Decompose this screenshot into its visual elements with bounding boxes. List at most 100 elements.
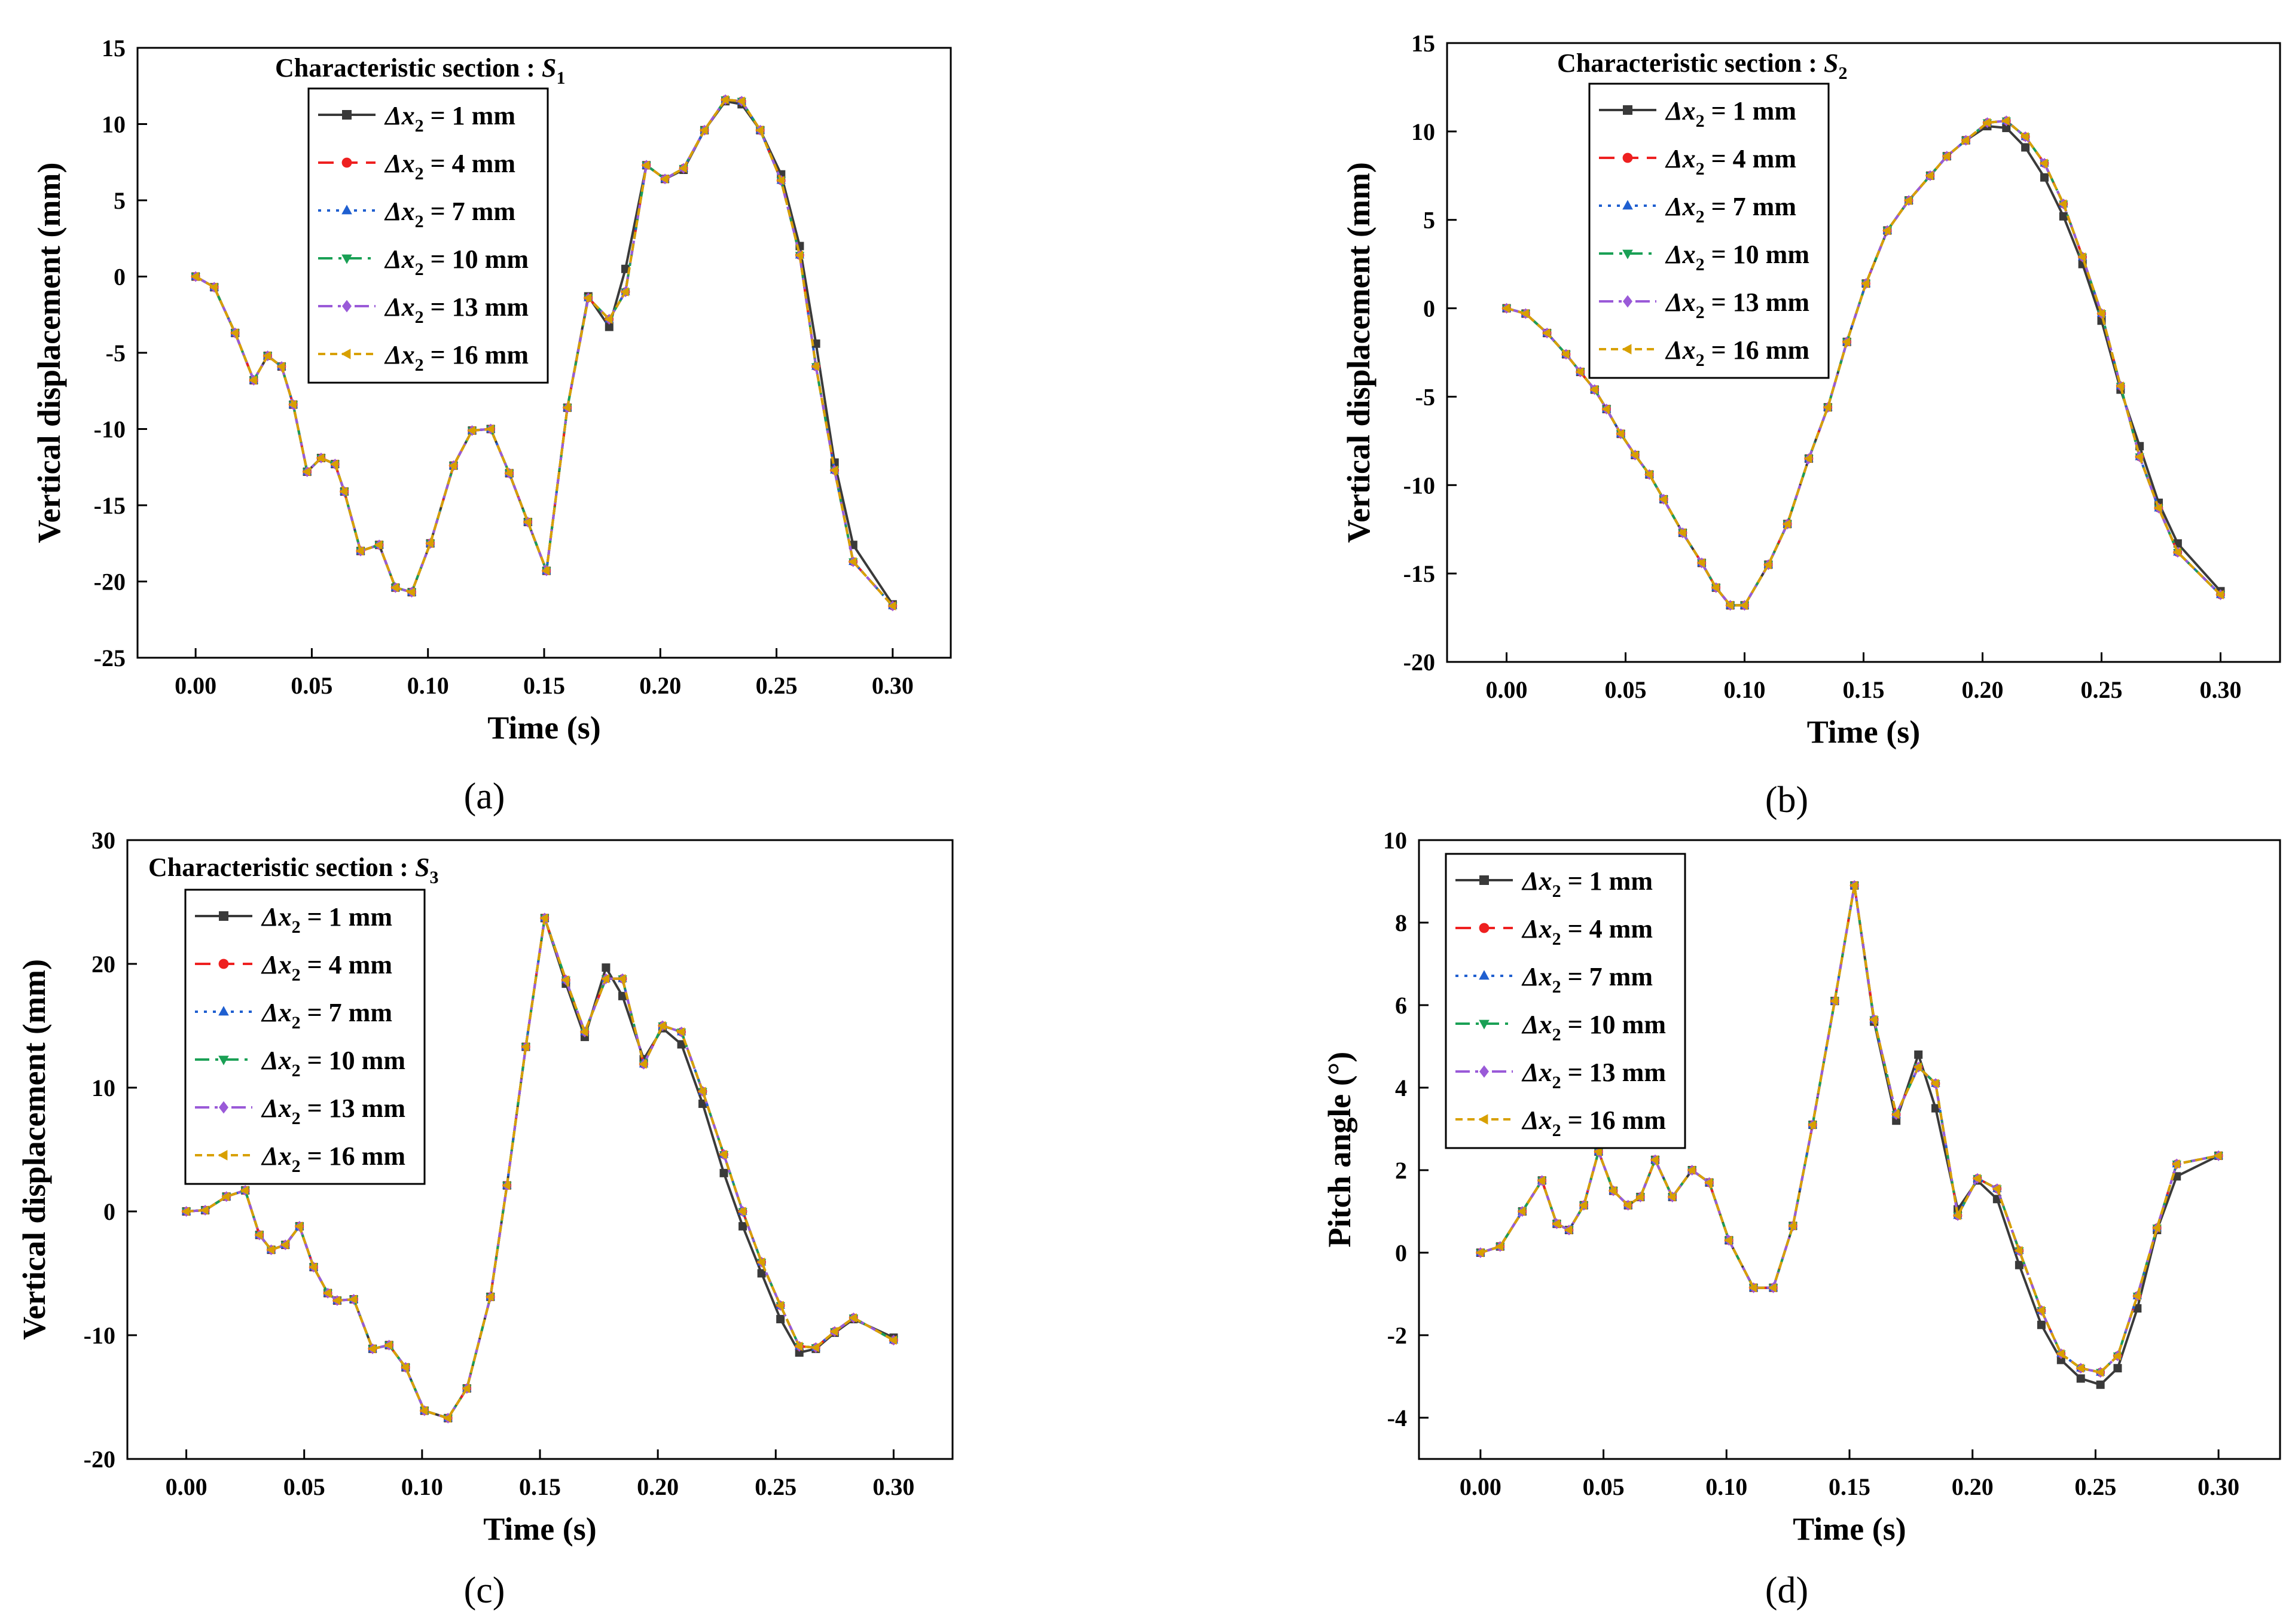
legend-label-2-symbol: Δx bbox=[1665, 144, 1696, 173]
data-point bbox=[1787, 1221, 1796, 1231]
x-axis-title: Time (s) bbox=[483, 1511, 596, 1547]
data-point bbox=[419, 1406, 428, 1415]
legend-label-4-subscript: 2 bbox=[415, 260, 424, 279]
data-point bbox=[230, 328, 239, 338]
data-point bbox=[2020, 132, 2029, 142]
series-group bbox=[1475, 880, 2223, 1389]
x-tick-label: 0.20 bbox=[1962, 676, 2004, 703]
data-point bbox=[1575, 367, 1584, 377]
data-point bbox=[1768, 1283, 1777, 1293]
data-point bbox=[887, 601, 896, 610]
data-point bbox=[221, 1192, 230, 1201]
x-tick-label: 0.15 bbox=[1843, 676, 1885, 703]
y-tick-label: 0 bbox=[103, 1198, 115, 1225]
y-axis-title: Vertical displacement (mm) bbox=[31, 163, 67, 544]
data-point bbox=[1992, 1184, 2001, 1193]
data-point bbox=[1961, 135, 1970, 145]
legend-label-3: Δx2 = 7 mm bbox=[1521, 962, 1653, 997]
data-point bbox=[2096, 1380, 2105, 1389]
legend-label-3-subscript: 2 bbox=[1696, 207, 1705, 227]
legend-label-2: Δx2 = 4 mm bbox=[1521, 914, 1653, 949]
plot-frame bbox=[1446, 42, 2281, 663]
data-point bbox=[1623, 1200, 1632, 1210]
y-tick-label: -5 bbox=[1415, 383, 1435, 410]
legend-label-1: Δx2 = 1 mm bbox=[1521, 866, 1653, 901]
section-annotation-subscript: 2 bbox=[1838, 63, 1847, 83]
y-tick-label: -15 bbox=[94, 492, 126, 519]
legend-label-5-symbol: Δx bbox=[384, 292, 415, 322]
data-point bbox=[602, 963, 611, 972]
y-axis-title: Vertical displacement (mm) bbox=[16, 959, 52, 1340]
data-point bbox=[604, 315, 613, 324]
data-point bbox=[617, 974, 626, 984]
data-point bbox=[280, 1240, 289, 1250]
x-tick-label: 0.20 bbox=[639, 672, 681, 699]
x-axis-title: Time (s) bbox=[487, 710, 600, 746]
legend-label-4: Δx2 = 10 mm bbox=[384, 245, 529, 279]
legend-label-1: Δx2 = 1 mm bbox=[1665, 96, 1796, 131]
legend-marker bbox=[219, 1101, 228, 1114]
legend-label-4-subscript: 2 bbox=[1552, 1025, 1561, 1045]
x-tick-label: 0.05 bbox=[283, 1473, 325, 1500]
data-point bbox=[2058, 199, 2067, 209]
data-point bbox=[1593, 1147, 1602, 1156]
data-point bbox=[794, 1341, 803, 1351]
data-point bbox=[322, 1288, 331, 1298]
data-point bbox=[1763, 560, 1772, 570]
y-axis-title: Pitch angle (°) bbox=[1321, 1052, 1357, 1248]
data-point bbox=[829, 1327, 838, 1336]
data-point bbox=[775, 1301, 784, 1311]
legend-label-3: Δx2 = 7 mm bbox=[261, 998, 392, 1033]
data-point bbox=[1803, 454, 1812, 463]
data-point bbox=[757, 1269, 766, 1278]
x-tick-label: 0.30 bbox=[872, 1473, 914, 1500]
data-point bbox=[1711, 583, 1720, 593]
data-point bbox=[276, 362, 285, 371]
data-point bbox=[504, 468, 513, 478]
x-tick-label: 0.00 bbox=[1486, 676, 1528, 703]
section-annotation-prefix: Characteristic section : bbox=[148, 853, 415, 882]
x-tick-label: 0.05 bbox=[1583, 1473, 1625, 1500]
y-tick-label: -20 bbox=[1403, 649, 1435, 676]
series-group bbox=[1501, 115, 2226, 611]
legend-label-2-symbol: Δx bbox=[261, 950, 292, 979]
legend-label-3-symbol: Δx bbox=[1665, 192, 1696, 221]
data-point bbox=[736, 96, 745, 106]
y-tick-label: -10 bbox=[94, 416, 126, 443]
data-point bbox=[485, 1292, 494, 1302]
legend-label-3-symbol: Δx bbox=[384, 197, 415, 226]
data-point bbox=[1807, 1120, 1816, 1130]
legend-label-6-symbol: Δx bbox=[1521, 1106, 1552, 1135]
data-point bbox=[2076, 1363, 2084, 1373]
x-tick-label: 0.00 bbox=[175, 672, 216, 699]
legend-label-4-value: = 10 mm bbox=[1561, 1010, 1666, 1039]
data-point bbox=[523, 517, 532, 527]
x-tick-label: 0.05 bbox=[1605, 676, 1647, 703]
data-point bbox=[810, 1343, 819, 1353]
data-point bbox=[2002, 123, 2011, 132]
x-tick-label: 0.05 bbox=[291, 672, 332, 699]
legend-marker bbox=[218, 1150, 228, 1161]
data-point bbox=[1869, 1015, 1878, 1024]
data-point bbox=[2037, 1320, 2046, 1329]
data-point bbox=[1930, 1079, 1939, 1088]
y-tick-label: 20 bbox=[91, 951, 115, 978]
section-annotation: Characteristic section : S3 bbox=[148, 853, 438, 887]
data-point bbox=[795, 1348, 804, 1357]
data-point bbox=[677, 1040, 686, 1049]
data-point bbox=[367, 1344, 376, 1354]
data-point bbox=[2056, 1356, 2065, 1364]
legend-marker bbox=[219, 911, 228, 921]
data-point bbox=[2096, 309, 2105, 319]
data-point bbox=[1501, 303, 1510, 313]
data-point bbox=[288, 400, 297, 410]
data-point bbox=[676, 1027, 685, 1037]
data-point bbox=[1677, 528, 1686, 538]
legend-label-3: Δx2 = 7 mm bbox=[1665, 192, 1796, 227]
legend-label-1-symbol: Δx bbox=[384, 101, 415, 130]
data-point bbox=[467, 426, 476, 435]
chart-panel-a: 0.00 0.05 0.10 0.15 0.20 0.25 0.30 -25 -20 -15 -10… bbox=[31, 35, 952, 817]
legend-label-6-subscript: 2 bbox=[292, 1156, 301, 1176]
legend-label-5: Δx2 = 13 mm bbox=[384, 292, 529, 327]
data-point bbox=[2115, 381, 2124, 391]
